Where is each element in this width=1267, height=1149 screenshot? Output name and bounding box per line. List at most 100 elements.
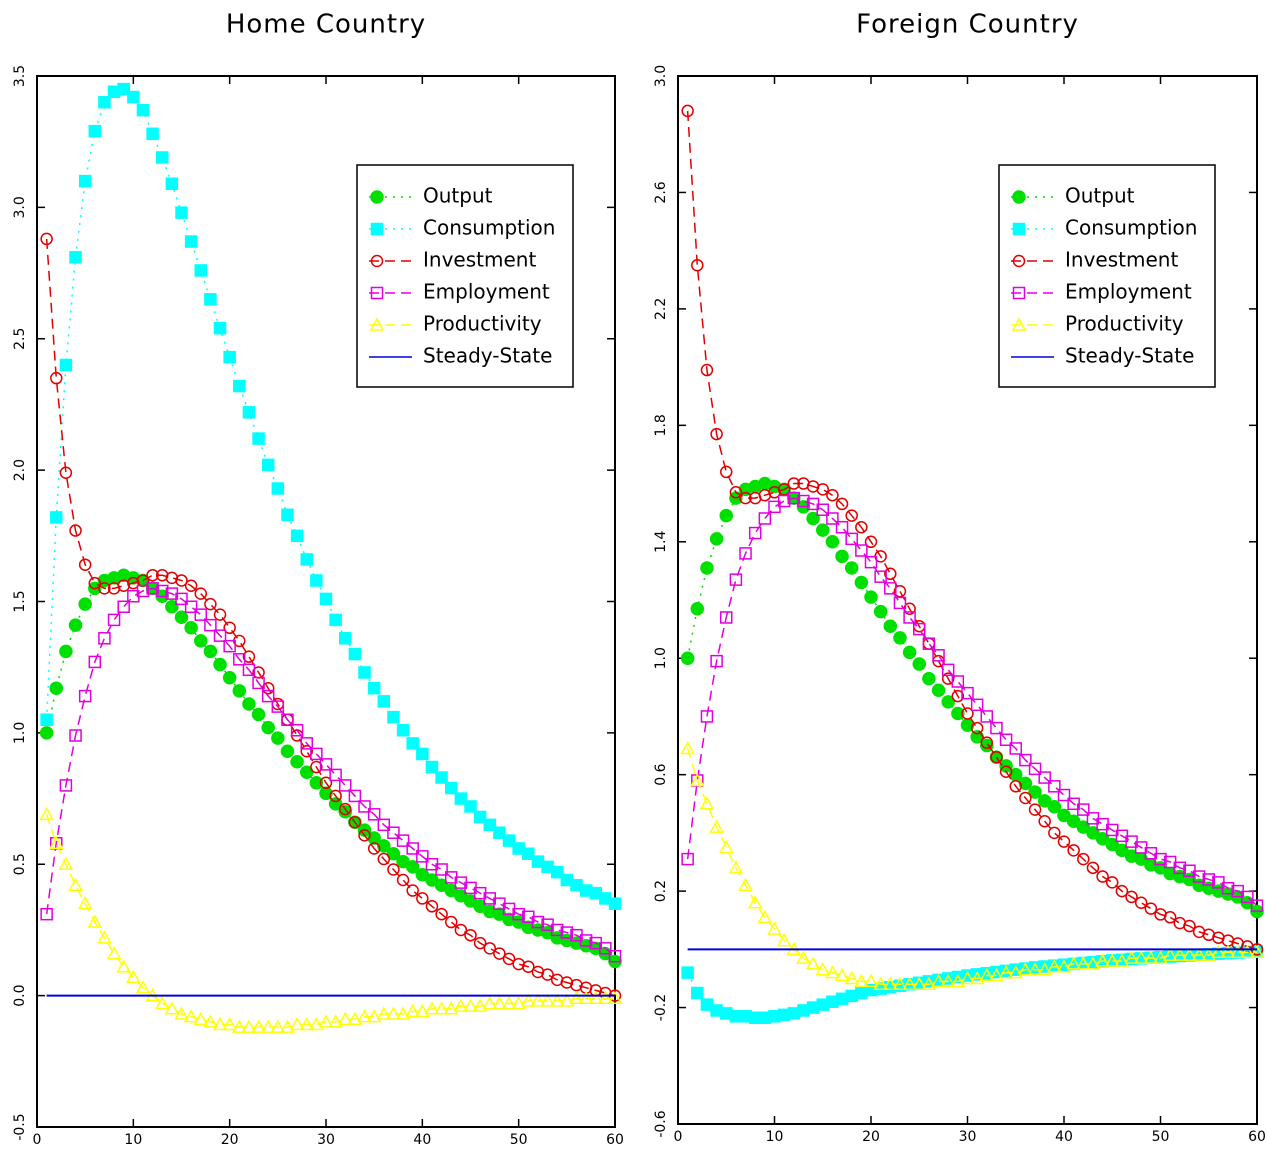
marker: [50, 511, 63, 524]
marker: [796, 950, 811, 964]
y-tick-label: -0.2: [653, 994, 669, 1021]
marker: [242, 663, 256, 677]
marker: [290, 723, 304, 737]
x-tick-label: 30: [959, 1129, 977, 1145]
marker: [377, 695, 391, 708]
marker: [1056, 959, 1072, 973]
marker: [1018, 776, 1033, 791]
marker: [541, 968, 554, 981]
marker: [1009, 742, 1022, 755]
marker: [826, 488, 839, 502]
marker: [87, 914, 103, 928]
legend-box: [356, 164, 574, 388]
marker: [501, 995, 517, 1010]
marker: [174, 1006, 189, 1020]
y-tick-label: 0.5: [12, 853, 28, 875]
y-tick-label: 1.4: [653, 531, 669, 553]
marker: [184, 621, 198, 635]
marker: [690, 601, 705, 616]
marker: [77, 896, 93, 910]
marker: [961, 707, 974, 720]
marker: [1037, 962, 1052, 976]
marker: [339, 779, 352, 792]
marker: [482, 995, 498, 1010]
marker: [310, 760, 323, 774]
marker: [521, 993, 536, 1007]
x-tick-label: 10: [124, 1132, 142, 1148]
marker: [203, 1014, 218, 1028]
marker: [1048, 826, 1061, 840]
marker: [97, 930, 112, 944]
marker: [588, 990, 603, 1005]
legend-label: Consumption: [423, 216, 555, 240]
marker: [483, 942, 497, 955]
marker: [116, 959, 131, 973]
marker: [213, 608, 227, 621]
marker: [367, 842, 381, 855]
marker: [1115, 843, 1129, 858]
marker: [464, 800, 477, 813]
x-tick-label: 50: [1152, 1129, 1170, 1145]
marker: [146, 582, 159, 595]
marker: [377, 818, 391, 832]
marker: [559, 993, 575, 1007]
marker: [68, 877, 83, 892]
marker: [700, 363, 714, 377]
y-tick-label: 1.0: [12, 722, 28, 744]
marker: [260, 1019, 276, 1033]
marker: [339, 632, 352, 645]
marker: [271, 700, 285, 713]
marker: [1144, 902, 1158, 915]
marker: [473, 810, 487, 824]
marker: [776, 933, 792, 947]
marker: [1028, 785, 1042, 799]
marker: [319, 776, 333, 790]
marker: [444, 781, 458, 795]
x-tick-label: 60: [606, 1132, 624, 1148]
marker: [252, 432, 265, 445]
marker: [358, 666, 371, 679]
marker: [270, 1019, 286, 1033]
marker: [578, 990, 594, 1005]
marker: [376, 1006, 392, 1020]
marker: [825, 535, 840, 549]
marker: [165, 600, 179, 614]
marker: [884, 567, 897, 581]
marker: [1019, 753, 1032, 767]
marker: [739, 491, 752, 505]
y-tick-label: 0.0: [12, 984, 28, 1006]
legend-label: Productivity: [423, 312, 542, 336]
marker: [300, 553, 313, 566]
marker: [1008, 965, 1024, 979]
marker: [691, 258, 704, 272]
marker: [204, 618, 217, 632]
marker: [960, 970, 975, 985]
marker: [1240, 944, 1255, 958]
marker: [1250, 899, 1264, 912]
marker: [530, 993, 546, 1007]
marker: [512, 907, 525, 921]
marker: [1038, 814, 1051, 828]
marker: [299, 1016, 314, 1031]
y-tick-label: 3.5: [12, 65, 28, 87]
marker: [175, 574, 188, 587]
marker: [367, 681, 381, 695]
marker: [1133, 950, 1149, 964]
marker: [415, 1003, 430, 1018]
marker: [348, 647, 362, 661]
marker: [941, 695, 955, 709]
marker: [40, 713, 53, 726]
marker: [289, 1016, 305, 1031]
x-tick-label: 40: [413, 1132, 431, 1148]
marker: [893, 631, 907, 645]
marker: [435, 863, 448, 876]
marker: [271, 482, 285, 495]
marker: [560, 926, 574, 939]
marker: [154, 995, 170, 1010]
marker: [1057, 835, 1071, 848]
marker: [980, 738, 994, 753]
marker: [970, 698, 984, 712]
marker: [387, 826, 400, 839]
marker: [406, 842, 419, 855]
marker: [883, 976, 898, 991]
